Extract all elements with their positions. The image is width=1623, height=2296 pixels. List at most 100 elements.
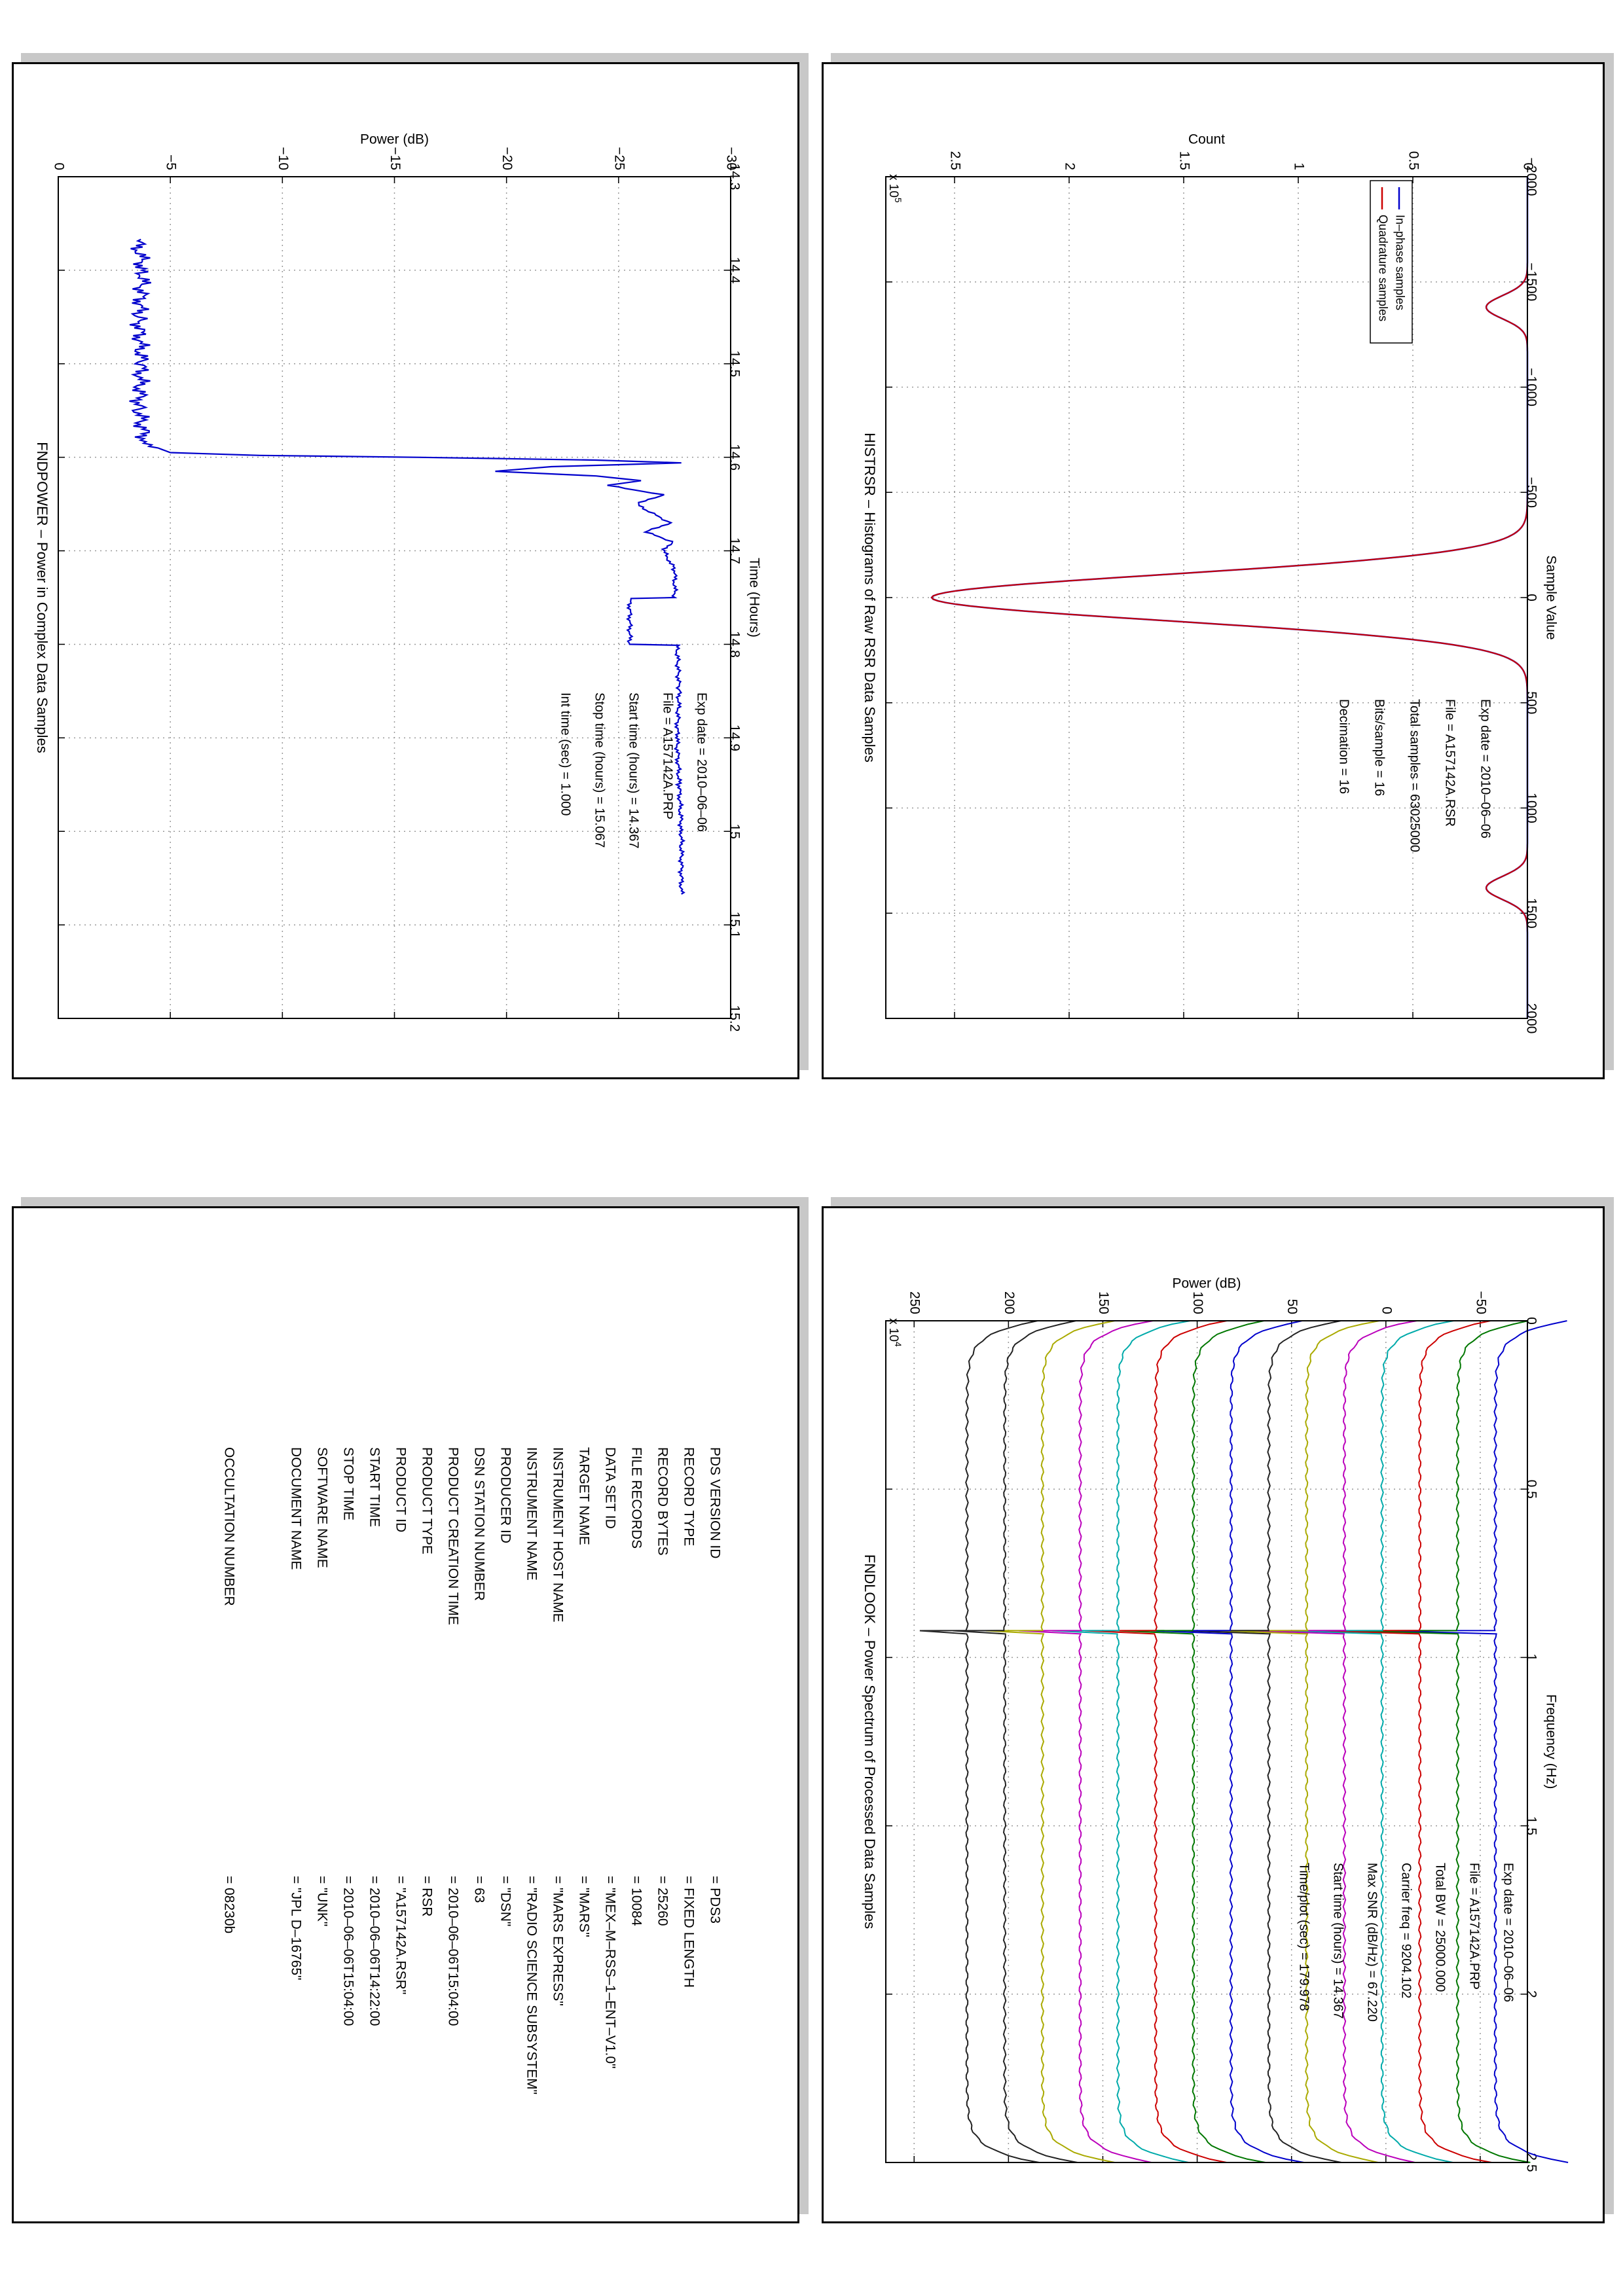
chart-title: HISTRSR – Histograms of Raw RSR Data Sam… (862, 433, 878, 762)
annotation-line: Start time (hours) = 14.367 (627, 692, 641, 848)
label-row-key: PDS VERSION ID (707, 1447, 722, 1558)
label-row-value: = "UNK" (314, 1876, 329, 1926)
series-line (985, 1320, 1115, 2163)
series-line (129, 238, 686, 895)
label-row-value: = 08230b (221, 1876, 236, 1933)
x-tick-label: 1.5 (1524, 1816, 1539, 1835)
y-axis-label: Count (1188, 132, 1225, 147)
y-tick-label: 0 (1520, 162, 1535, 170)
series-line (1283, 1320, 1454, 2163)
series-line (1085, 1320, 1228, 2163)
label-row-key: RECORD BYTES (655, 1447, 670, 1556)
x-axis-label: Frequency (Hz) (1544, 1695, 1559, 1789)
label-row-value: = "JPL D–16765" (288, 1876, 303, 1981)
series-line (919, 1320, 1040, 2163)
x-tick-label: 14.5 (727, 350, 742, 377)
label-row-value: = 25260 (655, 1876, 670, 1926)
label-row-value: = RSR (419, 1876, 434, 1916)
label-row-key: PRODUCT CREATION TIME (445, 1447, 460, 1625)
annotation-line: File = A157142A.PRP (661, 692, 675, 819)
y-tick-label: −5 (164, 154, 179, 170)
label-row-value: = "MARS EXPRESS" (550, 1876, 565, 2006)
annotation-line: Bits/sample = 16 (1372, 699, 1387, 796)
annotation-line: Max SNR (dB/Hz) = 67.220 (1365, 1863, 1379, 2022)
y-tick-label: −25 (611, 147, 627, 170)
x-tick-label: 14.6 (727, 444, 742, 471)
legend-label: Quadrature samples (1376, 215, 1389, 321)
histrsr-panel: −2000 −1500 −1000 −500 0 500 1000 1500 2000 0 0.5 1… (822, 62, 1605, 1079)
x-tick-label: −1500 (1524, 262, 1539, 301)
x-tick-label: 1500 (1524, 898, 1539, 929)
chart-title: FNDLOOK – Power Spectrum of Processed Da… (862, 1554, 878, 1929)
series-line (1051, 1320, 1191, 2163)
y-axis-label: Power (dB) (1172, 1276, 1241, 1291)
series-line (1382, 1320, 1569, 2163)
y-tick-label: 1.5 (1176, 151, 1192, 170)
series-line (1216, 1320, 1380, 2163)
plot-frame (885, 176, 1528, 1019)
series-line (1118, 1320, 1266, 2163)
x-tick-label: −500 (1524, 477, 1539, 508)
annotation-line: Exp date = 2010–06–06 (1501, 1863, 1516, 2002)
label-row-key: PRODUCER ID (498, 1447, 513, 1543)
axis-exponent-power: 4 (893, 1342, 903, 1347)
annotation-line: File = A157142A.RSR (1443, 699, 1457, 827)
series-line (953, 1320, 1078, 2163)
x-tick-label: 2 (1524, 1990, 1539, 1998)
plot-frame (58, 176, 731, 1019)
label-table-panel: PDS VERSION ID = PDS3 RECORD TYPE = FIXED L… (12, 1206, 799, 2223)
label-row-value: = "RADIO SCIENCE SUBSYSTEM" (524, 1876, 539, 2094)
legend-box (1370, 180, 1413, 344)
x-tick-label: 14.9 (727, 725, 742, 751)
annotation-line: Start time (hours) = 14.367 (1331, 1863, 1345, 2018)
label-row-key: DOCUMENT NAME (288, 1447, 303, 1570)
label-row-key: OCCULTATION NUMBER (221, 1447, 236, 1606)
annotation-line: Total BW = 25000.000 (1433, 1863, 1448, 1992)
label-row-key: SOFTWARE NAME (314, 1447, 329, 1568)
label-row-key: PRODUCT ID (393, 1447, 408, 1532)
label-row-value: = "DSN" (498, 1876, 513, 1926)
fndlook-panel: 0 0.5 1 1.5 2 2.5 −50 0 50 100 150 200 250 FNDLOOK – … (822, 1206, 1605, 2223)
x-tick-label: 15 (727, 824, 742, 839)
label-row-value: = 10084 (629, 1876, 644, 1926)
annotation-line: Exp date = 2010–06–06 (695, 692, 709, 832)
label-row-value: = "A157142A.RSR" (393, 1876, 408, 1994)
y-tick-label: 2 (1062, 162, 1077, 170)
annotation-line: Decimation = 16 (1337, 699, 1351, 794)
label-row-key: RECORD TYPE (681, 1447, 696, 1546)
x-tick-label: 14.8 (727, 631, 742, 658)
y-tick-label: 250 (907, 1291, 922, 1314)
annotation-line: File = A157142A.PRP (1467, 1863, 1482, 1990)
annotation-line: Stop time (hours) = 15.067 (593, 692, 607, 848)
x-tick-label: 1000 (1524, 793, 1539, 823)
y-tick-label: 1 (1291, 162, 1306, 170)
x-axis-label: Time (Hours) (747, 558, 762, 637)
fndpower-panel: 14.3 14.4 14.5 14.6 14.7 14.8 14.9 15 15.1 15.2 −3… (12, 62, 799, 1079)
label-row-key: DSN STATION NUMBER (471, 1447, 486, 1601)
x-tick-label: 0 (1524, 1317, 1539, 1325)
y-tick-label: 50 (1285, 1299, 1300, 1314)
y-tick-label: −20 (500, 147, 515, 170)
y-tick-label: −50 (1473, 1291, 1488, 1314)
y-tick-label: 100 (1190, 1291, 1205, 1314)
label-table: PDS VERSION ID = PDS3 RECORD TYPE = FIXED L… (221, 1447, 722, 2094)
series-line (1250, 1320, 1417, 2163)
label-row-value: = 2010–06–06T14:22:00 (367, 1876, 382, 2026)
x-tick-label: 15.1 (727, 912, 742, 939)
label-row-value: = 63 (471, 1876, 486, 1903)
series-line (930, 177, 1529, 1018)
histrsr-chart: −2000−1500−1000−500050010001500200000.51… (862, 132, 1558, 1034)
label-row-value: = PDS3 (707, 1876, 722, 1924)
x-tick-label: 500 (1524, 691, 1539, 714)
label-row-value: = 2010–06–06T15:04:00 (445, 1876, 460, 2026)
y-tick-label: 0.5 (1406, 151, 1421, 170)
y-tick-label: 150 (1096, 1291, 1111, 1314)
fndpower-chart: 14.314.414.514.614.714.814.91515.115.2−3… (34, 132, 762, 1032)
y-tick-label: 200 (1002, 1291, 1017, 1314)
label-row-key: FILE RECORDS (629, 1447, 644, 1549)
y-axis-label: Power (dB) (360, 132, 429, 147)
label-row-key: STOP TIME (340, 1447, 356, 1520)
label-row-value: = "MEX–M–RSS–1–ENT–V1.0" (602, 1876, 617, 2068)
series-line (1019, 1320, 1154, 2163)
